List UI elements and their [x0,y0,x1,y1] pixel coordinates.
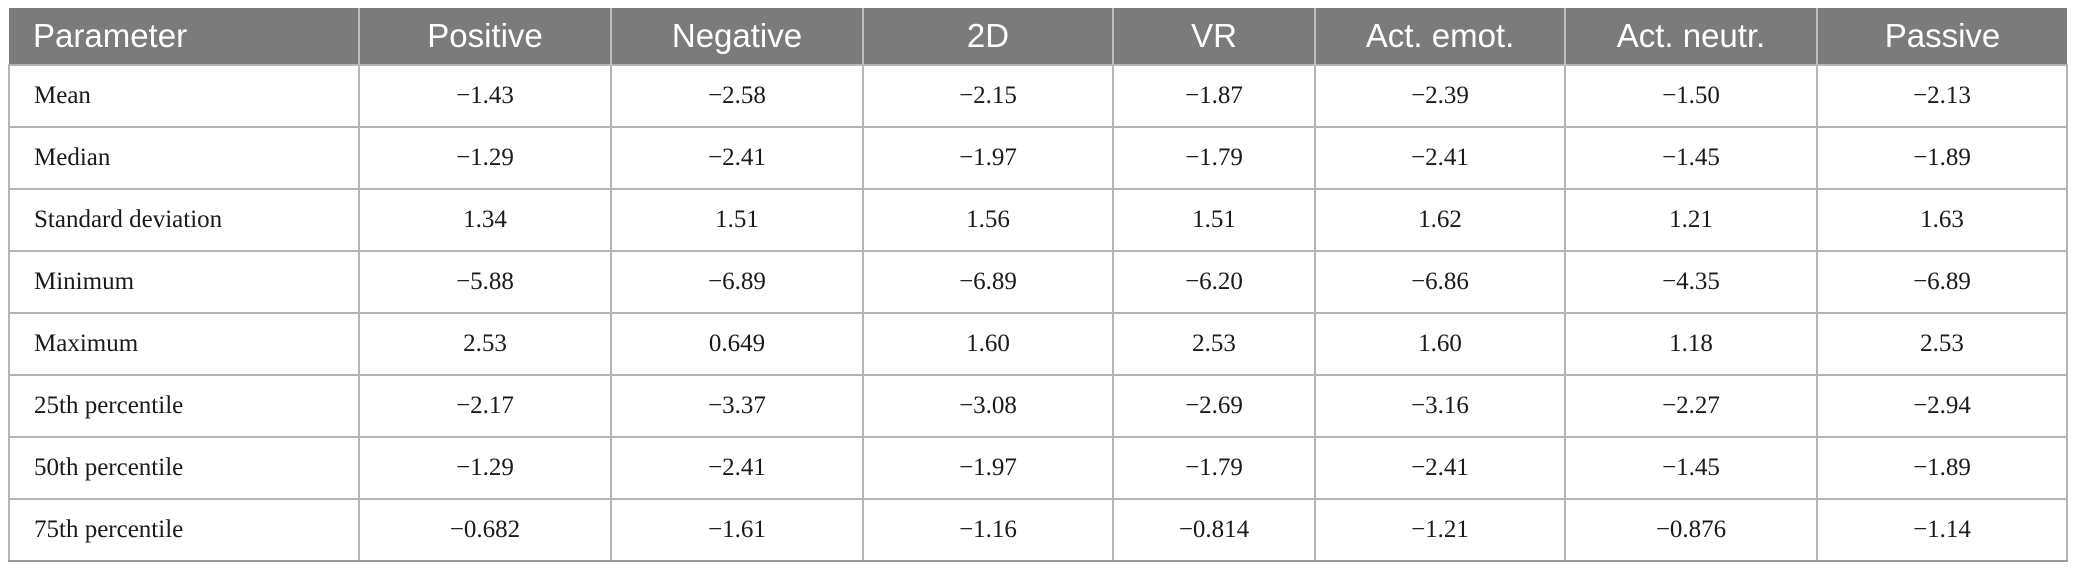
table-row: Mean −1.43 −2.58 −2.15 −1.87 −2.39 −1.50… [8,64,2068,128]
table-cell: −2.27 [1564,374,1818,438]
table-cell: 2.53 [1112,312,1316,376]
row-label: 75th percentile [8,498,360,562]
table-cell: −2.69 [1112,374,1316,438]
column-header-vr: VR [1113,8,1316,65]
table-cell: −1.21 [1314,498,1566,562]
table-cell: −1.89 [1816,126,2068,190]
table-cell: −1.43 [358,64,612,128]
header-row: Parameter Positive Negative 2D VR Act. e… [9,8,2067,65]
statistics-table: Parameter Positive Negative 2D VR Act. e… [8,8,2068,562]
table-cell: 1.60 [1314,312,1566,376]
table-row: 50th percentile −1.29 −2.41 −1.97 −1.79 … [8,436,2068,500]
column-header-passive: Passive [1817,8,2067,65]
column-header-act-emot: Act. emot. [1315,8,1566,65]
table-cell: −0.876 [1564,498,1818,562]
table-cell: −1.97 [862,436,1114,500]
table-cell: 1.56 [862,188,1114,252]
table-cell: 1.62 [1314,188,1566,252]
row-label: Median [8,126,360,190]
table-body: Mean −1.43 −2.58 −2.15 −1.87 −2.39 −1.50… [8,64,2068,562]
table-cell: −2.94 [1816,374,2068,438]
table-cell: 1.34 [358,188,612,252]
table-cell: −6.89 [610,250,864,314]
table-cell: −1.79 [1112,126,1316,190]
table-cell: −2.17 [358,374,612,438]
column-header-parameter: Parameter [9,8,360,65]
table-cell: −3.37 [610,374,864,438]
table-header: Parameter Positive Negative 2D VR Act. e… [9,8,2067,65]
table-cell: −1.45 [1564,436,1818,500]
row-label: Mean [8,64,360,128]
table-cell: −1.16 [862,498,1114,562]
table-row: Standard deviation 1.34 1.51 1.56 1.51 1… [8,188,2068,252]
table-row: Maximum 2.53 0.649 1.60 2.53 1.60 1.18 2… [8,312,2068,376]
table-cell: 2.53 [358,312,612,376]
table-row: 25th percentile −2.17 −3.37 −3.08 −2.69 … [8,374,2068,438]
table-cell: −0.814 [1112,498,1316,562]
table-cell: −2.41 [610,126,864,190]
row-label: Maximum [8,312,360,376]
table-cell: −1.79 [1112,436,1316,500]
row-label: 50th percentile [8,436,360,500]
table-cell: 1.51 [1112,188,1316,252]
table-cell: −2.15 [862,64,1114,128]
table-cell: −1.14 [1816,498,2068,562]
table-cell: −5.88 [358,250,612,314]
column-header-act-neutr: Act. neutr. [1565,8,1818,65]
table-row: 75th percentile −0.682 −1.61 −1.16 −0.81… [8,498,2068,562]
table-cell: −1.29 [358,436,612,500]
table-cell: −2.13 [1816,64,2068,128]
table-cell: −1.29 [358,126,612,190]
column-header-2d: 2D [863,8,1114,65]
table-cell: −0.682 [358,498,612,562]
table-cell: 2.53 [1816,312,2068,376]
table-cell: 1.63 [1816,188,2068,252]
table-cell: −6.89 [1816,250,2068,314]
table-cell: 1.51 [610,188,864,252]
table-row: Median −1.29 −2.41 −1.97 −1.79 −2.41 −1.… [8,126,2068,190]
table-cell: −1.89 [1816,436,2068,500]
table-cell: 1.18 [1564,312,1818,376]
table-cell: −6.89 [862,250,1114,314]
table-cell: −3.16 [1314,374,1566,438]
table-cell: −6.20 [1112,250,1316,314]
table-cell: −1.61 [610,498,864,562]
row-label: Minimum [8,250,360,314]
table-cell: −2.58 [610,64,864,128]
table-cell: −2.41 [1314,436,1566,500]
column-header-positive: Positive [359,8,612,65]
table-cell: 1.60 [862,312,1114,376]
table-row: Minimum −5.88 −6.89 −6.89 −6.20 −6.86 −4… [8,250,2068,314]
table-cell: 0.649 [610,312,864,376]
table-cell: −1.97 [862,126,1114,190]
table-cell: −2.39 [1314,64,1566,128]
table-cell: −2.41 [610,436,864,500]
table-cell: −6.86 [1314,250,1566,314]
column-header-negative: Negative [611,8,864,65]
table-cell: 1.21 [1564,188,1818,252]
table-cell: −1.87 [1112,64,1316,128]
table-cell: −2.41 [1314,126,1566,190]
row-label: 25th percentile [8,374,360,438]
statistics-table-container: Parameter Positive Negative 2D VR Act. e… [8,8,2068,562]
table-cell: −4.35 [1564,250,1818,314]
table-cell: −3.08 [862,374,1114,438]
table-cell: −1.45 [1564,126,1818,190]
row-label: Standard deviation [8,188,360,252]
table-cell: −1.50 [1564,64,1818,128]
